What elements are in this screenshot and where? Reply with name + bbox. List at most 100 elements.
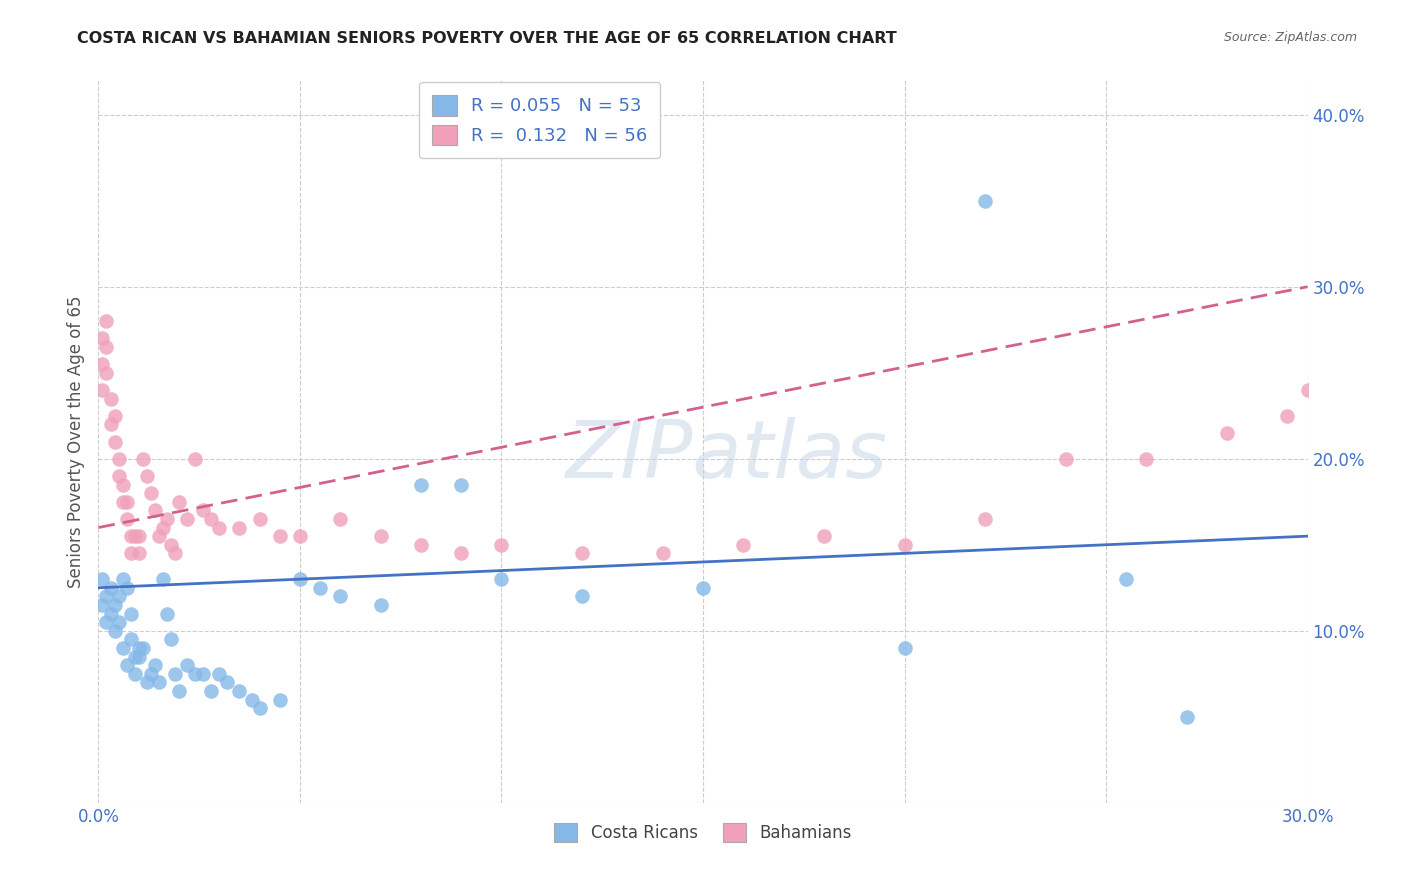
- Point: [893, 538, 915, 552]
- Point: [91, 598, 114, 612]
- Point: [91, 383, 114, 397]
- Point: [128, 649, 150, 664]
- Point: [120, 632, 142, 647]
- Point: [135, 675, 157, 690]
- Text: ZIPatlas: ZIPatlas: [567, 417, 889, 495]
- Point: [329, 590, 352, 604]
- Point: [269, 692, 291, 706]
- Legend: Costa Ricans, Bahamians: Costa Ricans, Bahamians: [547, 816, 859, 848]
- Point: [152, 572, 174, 586]
- Point: [160, 538, 183, 552]
- Point: [450, 477, 472, 491]
- Point: [167, 494, 190, 508]
- Point: [91, 331, 114, 345]
- Point: [269, 529, 291, 543]
- Point: [228, 684, 250, 698]
- Point: [217, 675, 239, 690]
- Text: Source: ZipAtlas.com: Source: ZipAtlas.com: [1223, 31, 1357, 45]
- Point: [156, 607, 179, 621]
- Point: [974, 512, 997, 526]
- Point: [103, 409, 125, 423]
- Point: [176, 658, 198, 673]
- Point: [370, 598, 392, 612]
- Point: [193, 666, 215, 681]
- Point: [208, 520, 231, 534]
- Point: [100, 417, 122, 432]
- Point: [1216, 425, 1239, 440]
- Point: [156, 512, 179, 526]
- Point: [103, 598, 125, 612]
- Point: [107, 451, 129, 466]
- Point: [571, 590, 593, 604]
- Point: [893, 640, 915, 655]
- Point: [100, 581, 122, 595]
- Point: [100, 392, 122, 406]
- Point: [329, 512, 352, 526]
- Point: [132, 640, 155, 655]
- Point: [288, 529, 311, 543]
- Point: [450, 546, 472, 560]
- Point: [115, 658, 138, 673]
- Point: [107, 590, 129, 604]
- Point: [733, 538, 755, 552]
- Point: [1054, 451, 1077, 466]
- Point: [309, 581, 332, 595]
- Point: [132, 451, 155, 466]
- Point: [240, 692, 263, 706]
- Point: [128, 529, 150, 543]
- Point: [249, 512, 271, 526]
- Point: [143, 658, 166, 673]
- Point: [111, 494, 134, 508]
- Point: [124, 649, 146, 664]
- Point: [128, 640, 150, 655]
- Point: [107, 615, 129, 630]
- Point: [208, 666, 231, 681]
- Point: [143, 503, 166, 517]
- Point: [184, 666, 207, 681]
- Point: [409, 538, 432, 552]
- Point: [491, 572, 513, 586]
- Point: [139, 486, 162, 500]
- Point: [1175, 710, 1198, 724]
- Point: [91, 572, 114, 586]
- Point: [124, 529, 146, 543]
- Point: [120, 529, 142, 543]
- Point: [193, 503, 215, 517]
- Point: [163, 546, 186, 560]
- Point: [120, 546, 142, 560]
- Point: [491, 538, 513, 552]
- Point: [96, 366, 118, 380]
- Point: [160, 632, 183, 647]
- Point: [1115, 572, 1137, 586]
- Point: [115, 494, 138, 508]
- Point: [124, 666, 146, 681]
- Point: [139, 666, 162, 681]
- Point: [107, 469, 129, 483]
- Point: [135, 469, 157, 483]
- Point: [288, 572, 311, 586]
- Point: [148, 675, 170, 690]
- Point: [370, 529, 392, 543]
- Point: [100, 607, 122, 621]
- Point: [651, 546, 673, 560]
- Text: COSTA RICAN VS BAHAMIAN SENIORS POVERTY OVER THE AGE OF 65 CORRELATION CHART: COSTA RICAN VS BAHAMIAN SENIORS POVERTY …: [77, 31, 897, 46]
- Point: [1135, 451, 1157, 466]
- Point: [1277, 409, 1299, 423]
- Y-axis label: Seniors Poverty Over the Age of 65: Seniors Poverty Over the Age of 65: [66, 295, 84, 588]
- Point: [1296, 383, 1319, 397]
- Point: [115, 512, 138, 526]
- Point: [96, 340, 118, 354]
- Point: [692, 581, 714, 595]
- Point: [96, 615, 118, 630]
- Point: [200, 684, 222, 698]
- Point: [813, 529, 835, 543]
- Point: [96, 314, 118, 328]
- Point: [163, 666, 186, 681]
- Point: [111, 477, 134, 491]
- Point: [167, 684, 190, 698]
- Point: [128, 546, 150, 560]
- Point: [115, 581, 138, 595]
- Point: [120, 607, 142, 621]
- Point: [91, 357, 114, 371]
- Point: [571, 546, 593, 560]
